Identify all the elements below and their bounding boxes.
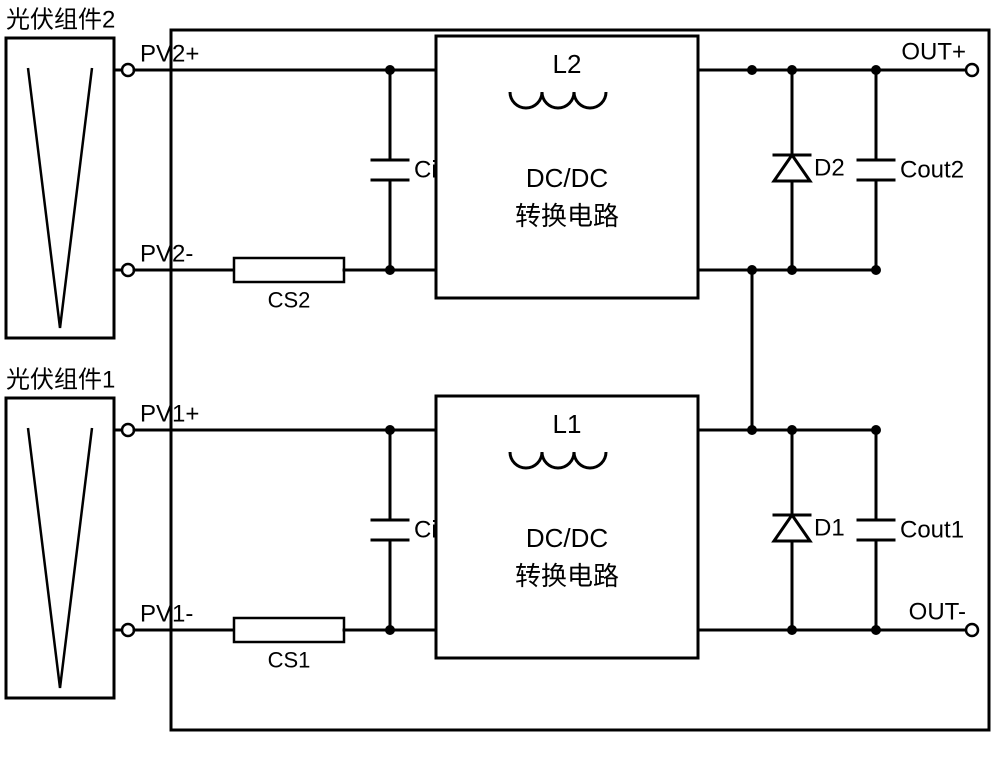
d2-label: D2 xyxy=(814,155,845,182)
conv1-line1: DC/DC xyxy=(526,523,608,553)
out-neg-label: OUT- xyxy=(909,599,966,626)
conv2-line2: 转换电路 xyxy=(515,201,619,231)
pv1-title: 光伏组件1 xyxy=(6,367,115,394)
pv2-pos-label: PV2+ xyxy=(140,41,199,68)
l2-label: L2 xyxy=(553,49,582,79)
conv1-line2: 转换电路 xyxy=(515,561,619,591)
cout2-label: Cout2 xyxy=(900,157,964,184)
d1-label: D1 xyxy=(814,515,845,542)
cout1-label: Cout1 xyxy=(900,517,964,544)
pv2-title: 光伏组件2 xyxy=(6,7,115,34)
pv1-pos-label: PV1+ xyxy=(140,401,199,428)
cs2-label: CS2 xyxy=(268,288,311,313)
pv1-neg-label: PV1- xyxy=(140,601,193,628)
l1-label: L1 xyxy=(553,409,582,439)
pv2-neg-label: PV2- xyxy=(140,241,193,268)
out-pos-label: OUT+ xyxy=(901,39,966,66)
circuit-diagram: 光伏组件2PV2+PV2-光伏组件1PV1+PV1-CS2Cin2L2DC/DC… xyxy=(0,0,1000,758)
conv2-line1: DC/DC xyxy=(526,163,608,193)
cs1-label: CS1 xyxy=(268,648,311,673)
